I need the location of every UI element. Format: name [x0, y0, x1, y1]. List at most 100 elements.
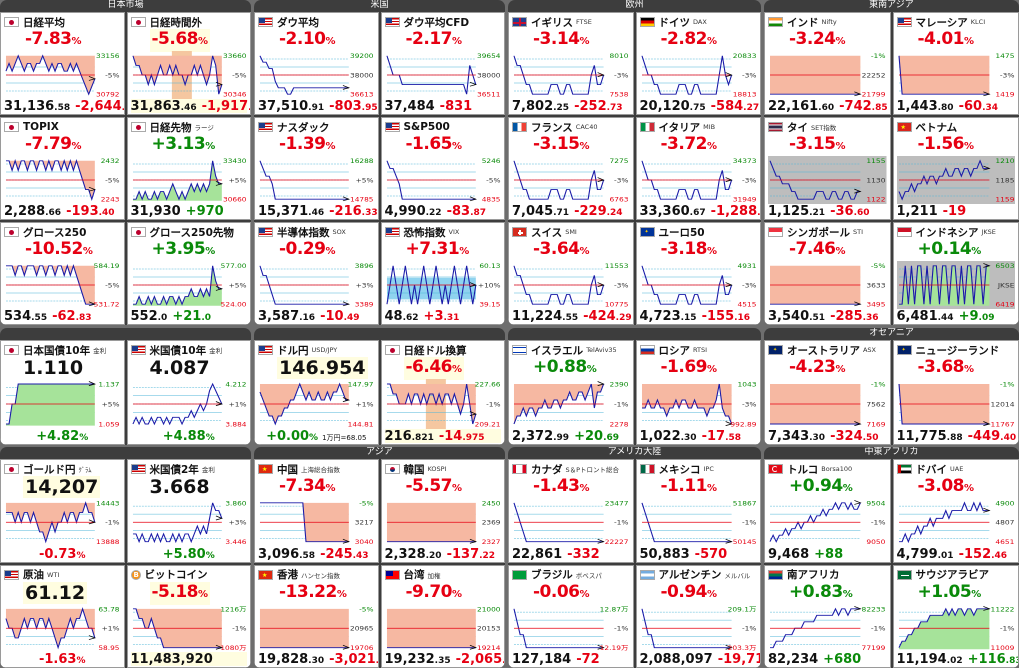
current-value: 146.954 [277, 357, 368, 379]
instrument-name: ダウ平均CFD [403, 16, 470, 29]
market-tile[interactable]: 米国債10年 金利 4.087 4.212 +1% 3.884 +4.88% [126, 340, 251, 445]
net-change: -742.85 [839, 99, 888, 114]
us-flag-icon [130, 464, 146, 474]
sparkline-chart: 584.19 -5% 531.72 [5, 263, 120, 308]
sparkline-chart: 5246 -5% 4835 [385, 158, 501, 203]
market-tile[interactable]: イタリア MIB -3.72% 34373 -3% 31949 33,360.67 -1,28… [635, 117, 761, 220]
market-tile[interactable]: S&P500 -1.65% 5246 -5% 4835 4,990.22 -83.87 [380, 117, 505, 220]
tile-header: 半導体指数 SOX [258, 225, 346, 239]
tile-header: ナスダック [258, 120, 330, 134]
market-tile[interactable]: 日経ドル換算 -6.46% 227.66 -1% 209.21 216.821 -14.97… [380, 340, 505, 445]
ch-flag-icon [512, 227, 527, 237]
tile-header: 南アフリカ [768, 568, 840, 582]
axis-tick-label: 77199 [862, 644, 886, 651]
market-tile[interactable]: ドル円 USD/JPY 146.954 147.97 +1% 144.81 +0.00% 1万… [254, 340, 379, 445]
instrument-name: ニュージーランド [915, 344, 1000, 357]
tile-footer: 3,096.58 -245.43 [258, 547, 375, 562]
mx-flag-icon [639, 464, 655, 474]
market-tile[interactable]: ダウ平均CFD -2.17% 39654 38000 36511 37,484 -831 [380, 12, 505, 115]
current-price: 3,587.16 [258, 309, 316, 324]
market-tile[interactable]: ✦ ユーロ50 -3.18% 4931 -3% 4515 4,723.15 -155.16 [635, 222, 761, 325]
chart-area: 33430 +5% 30660 [131, 156, 248, 204]
market-tile[interactable]: ★ 中国 上海総合指数 -7.34% -5% 3217 3040 3,096.58 -245.4… [254, 459, 379, 563]
current-price: 15,371.46 [258, 204, 325, 219]
market-tile[interactable]: TOPIX -7.79% 2432 -5% 2243 2,288.66 -193.40 [0, 117, 125, 220]
market-tile[interactable]: 原油 WTI 61.12 63.78 +1% 58.95 -1.63% [0, 564, 125, 668]
axis-tick-label: 22252 [862, 72, 886, 79]
axis-tick-label: 531.72 [94, 301, 120, 308]
market-tile[interactable]: トルコ Borsa100 +0.94% 9504 -1% 9050 9,468 +88 [764, 459, 891, 563]
market-tile[interactable]: イスラエル TelAviv35 +0.88% 2390 -1% 2278 2,372.99 +… [508, 340, 634, 445]
market-tile[interactable]: 恐怖指数 VIX +7.31% 60.13 +10% 39.15 48.62 +3.31 [380, 222, 505, 325]
axis-tick-label: 82233 [862, 605, 886, 612]
market-tile[interactable]: メキシコ IPC -1.11% 51867 -1% 50145 50,883 -570 [635, 459, 761, 563]
market-tile[interactable]: 韓国 KOSPI -5.57% 2450 2369 2327 2,328.20 -137.22 [380, 459, 505, 563]
market-tile[interactable]: タイ SET指数 -3.15% 1155 1130 1122 1,125.21 -36.60 [764, 117, 891, 220]
tile-footer: 7,802.25 -252.73 [512, 99, 630, 114]
current-price: 7,045.71 [512, 204, 570, 219]
sparkline-chart: 4931 -3% 4515 [640, 263, 757, 308]
percent-change: +5.80% [162, 546, 215, 562]
il-flag-icon [512, 345, 527, 355]
tile-footer: 4,990.22 -83.87 [385, 204, 502, 219]
jp-flag-icon [4, 464, 19, 474]
market-tile[interactable]: インドネシア JKSE +0.14% 6503 JKSE 6419 6,481.44 +9.0… [892, 222, 1019, 325]
percent-change: +3.13% [151, 134, 216, 154]
market-tile[interactable]: ロシア RTSI -1.69% 1043 -3% 992.89 1,022.30 -17.58 [635, 340, 761, 445]
market-tile[interactable]: ナスダック -1.39% 16288 +5% 14785 15,371.46 -216.33 [254, 117, 379, 220]
instrument-name: ドバイ [915, 463, 948, 476]
percent-change: -7.46% [789, 239, 846, 259]
percent-change: -3.64% [533, 239, 590, 259]
instrument-name: オーストラリア [787, 344, 860, 357]
market-tile[interactable]: ドイツ DAX -2.82% 20833 -3% 18813 20,120.75 -584.2… [635, 12, 761, 115]
net-change: +116.83 [967, 652, 1018, 667]
market-tile[interactable]: ★ 香港 ハンセン指数 -13.22% -5% 20965 19706 19,828.30 -3… [254, 564, 379, 668]
market-tile[interactable]: フランス CAC40 -3.15% 7275 -3% 6763 7,045.71 -229.2… [508, 117, 634, 220]
market-tile[interactable]: 半導体指数 SOX -0.29% 3896 +3% 3389 3,587.16 -10.49 [254, 222, 379, 325]
market-tile[interactable]: ブラジル ボベスパ -0.06% 12.87万 -1% 12.19万 127,184 -72 [508, 564, 634, 668]
market-tile[interactable]: インド Nifty -3.24% -1% 22252 21799 22,161.60 -742… [764, 12, 891, 115]
current-price: 7,802.25 [512, 99, 570, 114]
market-tile[interactable]: 日本国債10年 金利 1.110 1.137 +5% 1.059 +4.82% [0, 340, 125, 445]
sg-flag-icon [768, 227, 783, 237]
tile-footer: 9,468 +88 [768, 547, 887, 562]
chart-area: 227.66 -1% 209.21 [385, 379, 502, 429]
market-tile[interactable]: グロース250先物 +3.95% 577.00 +5% 524.00 552.0 +21.0 [126, 222, 251, 325]
market-tile[interactable]: 日経先物 ラージ +3.13% 33430 +5% 30660 31,930 +970 [126, 117, 251, 220]
market-tile[interactable]: ✦ ニュージーランド -3.68% -1% 12014 11767 11,775.88 -44… [892, 340, 1019, 445]
series-line [513, 502, 604, 543]
series-line [5, 501, 96, 544]
market-tile[interactable]: 日経平均-7.83% 33156 -5% 30792 31,136.58 -2,644.0… [0, 12, 125, 115]
market-tile[interactable]: ダウ平均 -2.10% 39200 38000 36613 37,510.91 -803.9… [254, 12, 379, 115]
market-tile[interactable]: アルゼンチン メルバル -0.94% 209.1万 -1% 203.3万 2,088,097… [635, 564, 761, 668]
axis-tick-label: 4515 [737, 301, 756, 308]
axis-tick-label: 4.212 [225, 381, 246, 388]
market-tile[interactable]: サウジアラビア +1.05% 11222 -1% 11009 11,194.02 +116.… [892, 564, 1019, 668]
axis-tick-label: 2327 [481, 539, 500, 546]
market-tile[interactable]: 南アフリカ +0.83% 82233 -1% 77199 82,234 +680 [764, 564, 891, 668]
percent-change: -1.69% [660, 357, 718, 377]
tile-footer: 37,484 -831 [385, 99, 502, 114]
market-tile[interactable]: ゴールド円 ｸﾞﾗﾑ 14,207 14443 -1% 13888 -0.73% [0, 459, 125, 563]
series-line [5, 383, 95, 425]
percent-change: -3.24% [789, 29, 846, 49]
chart-area: 51867 -1% 50145 [640, 498, 758, 547]
market-tile[interactable]: カナダ S＆Pトロント総合 -1.43% 23477 -1% 22227 22,861 -33… [508, 459, 634, 563]
series-line [132, 265, 222, 306]
market-tile[interactable]: 日経時間外-5.68% 33660 -5% 30346 31,863.46 -1,917.… [126, 12, 251, 115]
market-tile[interactable]: 米国債2年 金利 3.668 3.860 +3% 3.446 +5.80% [126, 459, 251, 563]
market-tile[interactable]: シンガポール STI -7.46% -5% 3633 3495 3,540.51 -285.3… [764, 222, 891, 325]
market-tile[interactable]: ✦ オーストラリア ASX -4.23% -1% 7562 7169 7,343.30 -324… [764, 340, 891, 445]
chart-area: -1% 22252 21799 [768, 51, 887, 99]
market-tile[interactable]: ドバイ UAE -3.08% 4900 4807 4651 4,799.01 -152.46 [892, 459, 1019, 563]
market-tile[interactable]: 台湾 加権 -9.70% 21000 20153 19214 19,232.35 -2,065… [380, 564, 505, 668]
axis-tick-label: 33660 [223, 53, 246, 60]
market-section: 東南アジア インド Nifty -3.24% -1% 22252 21799 22,161.… [764, 0, 1019, 325]
market-tile[interactable]: ★ ベトナム -1.56% 1210 1185 1159 1,211 -19 [892, 117, 1019, 220]
market-tile[interactable]: イギリス FTSE -3.14% 8010 -3% 7538 7,802.25 -252.73 [508, 12, 634, 115]
market-tile[interactable]: マレーシア KLCI -4.01% 1475 -3% 1419 1,443.80 -60.34 [892, 12, 1019, 115]
axis-tick-label: +10% [477, 282, 500, 289]
market-tile[interactable]: スイス SMI -3.64% 11553 -3% 10775 11,224.55 -424.2… [508, 222, 634, 325]
market-tile[interactable]: グロース250 -10.52% 584.19 -5% 531.72 534.55 -62.8… [0, 222, 125, 325]
market-tile[interactable]: B ビットコイン -5.18% 1216万 -1% 1080万 11,483,920 [126, 564, 251, 668]
